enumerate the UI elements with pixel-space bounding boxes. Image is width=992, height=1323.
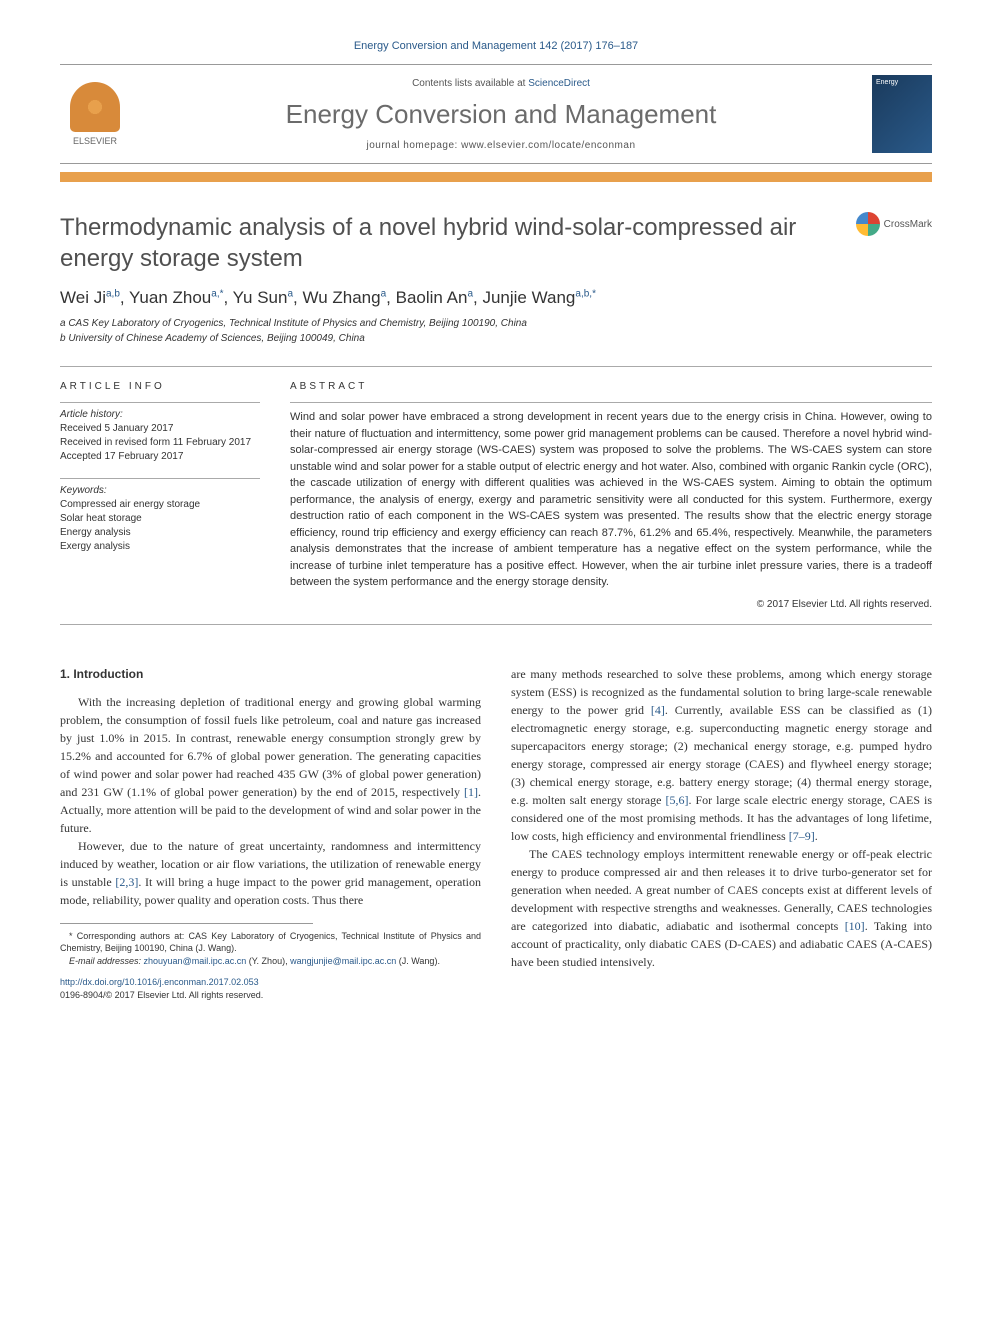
intro-paragraph-2: However, due to the nature of great unce… [60, 837, 481, 909]
abstract-column: ABSTRACT Wind and solar power have embra… [290, 381, 932, 610]
journal-name: Energy Conversion and Management [130, 99, 872, 130]
history-accepted: Accepted 17 February 2017 [60, 450, 260, 464]
copyright-line: © 2017 Elsevier Ltd. All rights reserved… [290, 599, 932, 610]
journal-cover-thumbnail: Energy [872, 75, 932, 153]
email-who-1: (Y. Zhou), [246, 956, 290, 966]
intro-paragraph-3: are many methods researched to solve the… [511, 665, 932, 845]
keyword: Exergy analysis [60, 540, 260, 554]
keyword: Solar heat storage [60, 512, 260, 526]
homepage-url[interactable]: www.elsevier.com/locate/enconman [461, 140, 635, 151]
sciencedirect-link[interactable]: ScienceDirect [528, 78, 590, 89]
history-received: Received 5 January 2017 [60, 422, 260, 436]
email-link-1[interactable]: zhouyuan@mail.ipc.ac.cn [144, 956, 247, 966]
crossmark-label: CrossMark [884, 219, 932, 230]
homepage-prefix: journal homepage: [366, 140, 461, 151]
publisher-logo: ELSEVIER [60, 82, 130, 146]
divider [60, 478, 260, 479]
contents-available-text: Contents lists available at ScienceDirec… [130, 78, 872, 89]
crossmark-badge[interactable]: CrossMark [856, 212, 932, 236]
divider [290, 402, 932, 403]
email-link-2[interactable]: wangjunjie@mail.ipc.ac.cn [290, 956, 396, 966]
history-revised: Received in revised form 11 February 201… [60, 436, 260, 450]
divider [60, 402, 260, 403]
body-column-left: 1. Introduction With the increasing depl… [60, 665, 481, 1003]
body-two-column: 1. Introduction With the increasing depl… [60, 665, 932, 1003]
accent-bar [60, 172, 932, 182]
crossmark-icon [856, 212, 880, 236]
article-info-sidebar: ARTICLE INFO Article history: Received 5… [60, 381, 260, 610]
keywords-label: Keywords: [60, 485, 260, 496]
divider [60, 624, 932, 625]
abstract-heading: ABSTRACT [290, 381, 932, 392]
cover-text: Energy [876, 79, 928, 86]
doi-link[interactable]: http://dx.doi.org/10.1016/j.enconman.201… [60, 976, 481, 990]
email-who-2: (J. Wang). [396, 956, 440, 966]
corresponding-author-note: * Corresponding authors at: CAS Key Labo… [60, 930, 481, 955]
publisher-name: ELSEVIER [73, 136, 117, 146]
affiliations: a CAS Key Laboratory of Cryogenics, Tech… [60, 316, 932, 346]
intro-paragraph-4: The CAES technology employs intermittent… [511, 845, 932, 971]
footnote-divider [60, 923, 313, 924]
history-label: Article history: [60, 409, 260, 420]
journal-header-bar: ELSEVIER Contents lists available at Sci… [60, 64, 932, 164]
divider [60, 366, 932, 367]
keyword: Compressed air energy storage [60, 498, 260, 512]
elsevier-tree-icon [70, 82, 120, 132]
contents-prefix: Contents lists available at [412, 78, 528, 89]
journal-homepage: journal homepage: www.elsevier.com/locat… [130, 140, 872, 151]
article-info-heading: ARTICLE INFO [60, 381, 260, 392]
author-list: Wei Jia,b, Yuan Zhoua,*, Yu Suna, Wu Zha… [60, 288, 932, 308]
abstract-text: Wind and solar power have embraced a str… [290, 409, 932, 591]
affiliation-b: b University of Chinese Academy of Scien… [60, 331, 932, 346]
keyword: Energy analysis [60, 526, 260, 540]
affiliation-a: a CAS Key Laboratory of Cryogenics, Tech… [60, 316, 932, 331]
intro-paragraph-1: With the increasing depletion of traditi… [60, 693, 481, 837]
email-addresses: E-mail addresses: zhouyuan@mail.ipc.ac.c… [60, 955, 481, 968]
article-title: Thermodynamic analysis of a novel hybrid… [60, 212, 836, 274]
issn-copyright: 0196-8904/© 2017 Elsevier Ltd. All right… [60, 989, 481, 1003]
citation-header: Energy Conversion and Management 142 (20… [60, 40, 932, 52]
body-column-right: are many methods researched to solve the… [511, 665, 932, 1003]
email-label: E-mail addresses: [69, 956, 144, 966]
section-1-heading: 1. Introduction [60, 665, 481, 683]
